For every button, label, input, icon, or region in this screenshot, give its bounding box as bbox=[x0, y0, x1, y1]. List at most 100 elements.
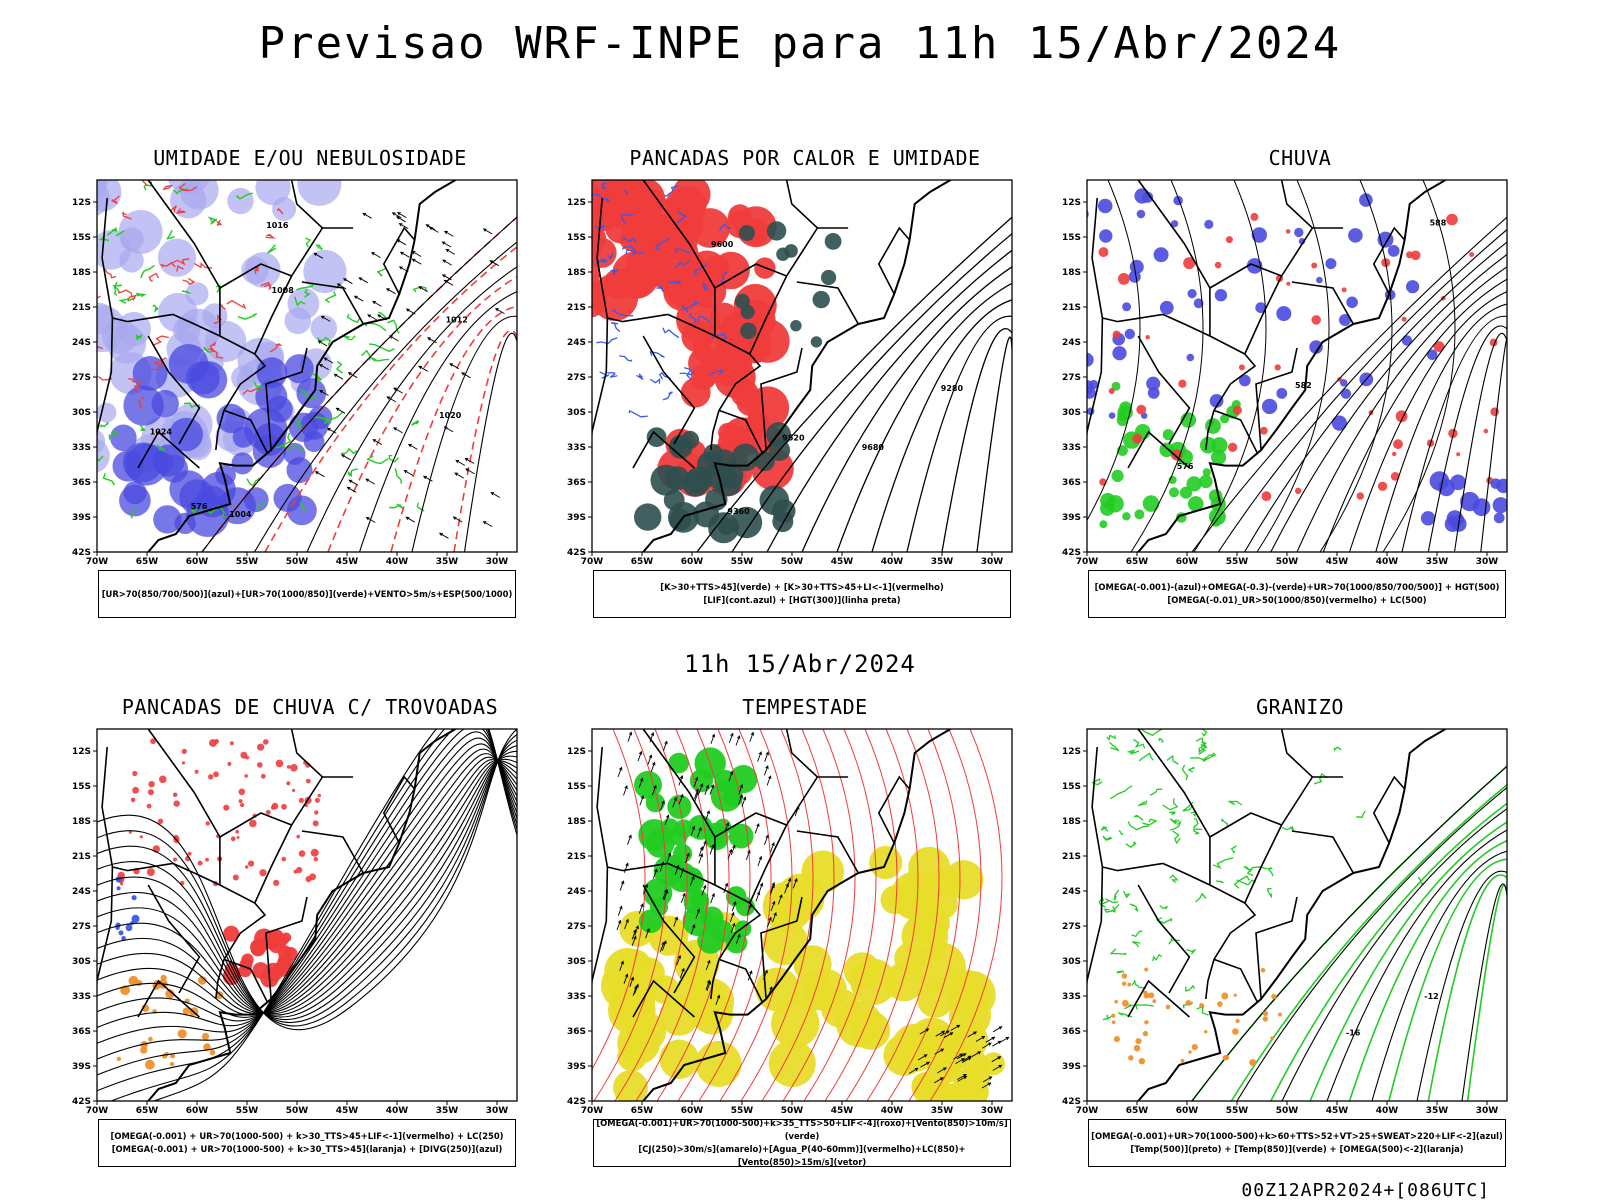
contour-line bbox=[656, 285, 664, 292]
contour-line bbox=[1091, 778, 1103, 786]
wind-vector bbox=[482, 521, 493, 527]
lat-tick-label: 30S bbox=[72, 408, 91, 418]
contour-line bbox=[300, 389, 318, 401]
shaded-area bbox=[266, 395, 293, 423]
contour-line bbox=[719, 729, 793, 1101]
shaded-area bbox=[1142, 1030, 1149, 1037]
wind-vector bbox=[764, 834, 769, 845]
contour-line bbox=[136, 292, 147, 298]
shaded-area bbox=[948, 994, 992, 1037]
country-border bbox=[1137, 335, 1191, 445]
shaded-area bbox=[1106, 495, 1124, 513]
map-frame bbox=[96, 728, 518, 1102]
shaded-area bbox=[614, 180, 650, 212]
wind-vector bbox=[314, 471, 325, 478]
lon-tick-label: 70W bbox=[1076, 557, 1099, 567]
shaded-area bbox=[1073, 422, 1081, 430]
lat-tick-label: 30S bbox=[567, 408, 586, 418]
shaded-area bbox=[772, 499, 796, 523]
shaded-area bbox=[626, 1012, 667, 1052]
wind-vector bbox=[920, 1061, 931, 1068]
contour-line bbox=[1133, 814, 1144, 821]
contour-line bbox=[635, 373, 644, 381]
contour-line bbox=[1102, 898, 1119, 905]
wind-vector bbox=[985, 1036, 996, 1043]
shaded-area bbox=[1295, 487, 1302, 494]
wind-vector bbox=[777, 894, 783, 905]
shaded-area bbox=[1148, 992, 1155, 999]
country-border bbox=[1091, 197, 1104, 319]
wind-vector bbox=[651, 784, 657, 796]
lat-tick-label: 33S bbox=[72, 992, 91, 1002]
legend-line: [K>30+TTS>45](verde) + [K>30+TTS>45+LI<-… bbox=[660, 582, 944, 592]
contour-line bbox=[703, 171, 712, 174]
wind-vector bbox=[992, 1026, 1003, 1033]
lat-tick-label: 39S bbox=[1062, 1062, 1081, 1072]
contour-line bbox=[1198, 741, 1208, 755]
lon-tick-label: 70W bbox=[581, 1106, 604, 1116]
lat-tick-label: 42S bbox=[72, 1097, 91, 1107]
shaded-area bbox=[245, 755, 250, 760]
wind-vector bbox=[403, 469, 414, 476]
wind-vector bbox=[710, 892, 715, 904]
shaded-area bbox=[1202, 468, 1211, 477]
shaded-area bbox=[1341, 287, 1347, 293]
country-border bbox=[137, 430, 200, 469]
shaded-area bbox=[132, 786, 139, 794]
contour-line bbox=[1162, 798, 1179, 811]
contour-label: 576 bbox=[1177, 462, 1194, 471]
contour-line bbox=[1149, 788, 1163, 796]
legend-line: [CJ(250)>30m/s](amarelo)+[Agua_P(40-60mm… bbox=[638, 1144, 966, 1167]
contour-line bbox=[1127, 821, 1149, 831]
shaded-area bbox=[292, 788, 296, 792]
wind-vector bbox=[441, 241, 452, 248]
main-title: Previsao WRF-INPE para 11h 15/Abr/2024 bbox=[258, 18, 1342, 69]
contour-line bbox=[306, 266, 517, 552]
shaded-area bbox=[244, 774, 248, 778]
shaded-area bbox=[209, 1049, 216, 1056]
contour-label: 1020 bbox=[439, 411, 462, 420]
shaded-area bbox=[1142, 191, 1154, 203]
lat-tick-label: 27S bbox=[1062, 373, 1081, 383]
lat-tick-label: 21S bbox=[567, 303, 586, 313]
lon-tick-label: 55W bbox=[236, 557, 259, 567]
shaded-area bbox=[131, 895, 137, 901]
shaded-area bbox=[690, 208, 730, 248]
shaded-area bbox=[766, 221, 787, 241]
contour-line bbox=[1195, 737, 1207, 747]
shaded-area bbox=[118, 210, 163, 254]
contour-line bbox=[824, 729, 898, 1101]
contour-line bbox=[845, 729, 919, 1101]
wind-vector bbox=[694, 788, 699, 799]
shaded-area bbox=[689, 769, 713, 793]
contour-line bbox=[621, 236, 637, 244]
wind-vector bbox=[631, 935, 637, 946]
contour-line bbox=[70, 168, 75, 169]
shaded-area bbox=[201, 1032, 210, 1040]
contour-line bbox=[128, 378, 143, 387]
coastline bbox=[147, 729, 457, 1101]
contour-line bbox=[614, 729, 688, 1101]
lat-tick-label: 33S bbox=[1062, 992, 1081, 1002]
wind-vector bbox=[342, 278, 353, 285]
lat-tick-label: 21S bbox=[1062, 852, 1081, 862]
country-border bbox=[1213, 902, 1257, 960]
wind-vector bbox=[701, 840, 707, 851]
shaded-area bbox=[286, 457, 313, 484]
shaded-area bbox=[1145, 335, 1150, 340]
shaded-area bbox=[728, 204, 752, 228]
contour-line bbox=[299, 502, 306, 512]
shaded-area bbox=[123, 385, 164, 426]
shaded-area bbox=[248, 860, 255, 867]
contour-line bbox=[677, 729, 751, 1101]
shaded-area bbox=[123, 481, 147, 505]
contour-line bbox=[1152, 953, 1163, 962]
shaded-area bbox=[1098, 247, 1109, 258]
country-border bbox=[592, 866, 609, 991]
country-border bbox=[785, 729, 849, 778]
wind-vector bbox=[455, 459, 466, 466]
contour-line bbox=[1333, 746, 1342, 752]
country-border bbox=[1255, 347, 1298, 451]
shaded-area bbox=[634, 503, 662, 531]
shaded-area bbox=[1097, 198, 1113, 214]
